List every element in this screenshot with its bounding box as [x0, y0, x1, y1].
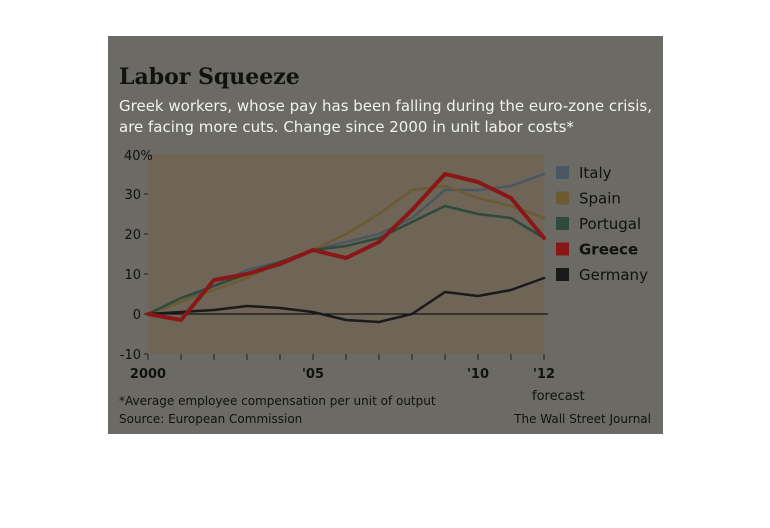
legend-label-greece: Greece — [579, 241, 638, 259]
legend-swatch-greece — [556, 242, 569, 256]
source-note: Source: European Commission — [119, 412, 302, 426]
x-axis: 2000 '05 '10 '12 — [130, 354, 555, 382]
series-line-greece — [146, 172, 546, 322]
y-tick-label: 20 — [124, 228, 141, 243]
chart-subtitle-line-2: are facing more cuts. Change since 2000 … — [119, 118, 574, 136]
series-lines — [146, 172, 546, 324]
chart-title: Labor Squeeze — [119, 64, 300, 90]
chart-card: Labor Squeeze Greek workers, whose pay h… — [108, 36, 663, 434]
x-tick-label: 2000 — [130, 367, 166, 382]
y-tick-label: 0 — [133, 308, 141, 323]
legend-label-germany: Germany — [579, 266, 648, 284]
credit-note: The Wall Street Journal — [513, 412, 651, 426]
legend-swatch-portugal — [556, 217, 569, 230]
legend-swatch-italy — [556, 166, 569, 179]
y-axis: -10 0 10 20 30 — [120, 188, 148, 363]
legend-label-spain: Spain — [579, 190, 621, 208]
chart: Labor Squeeze Greek workers, whose pay h… — [119, 64, 652, 426]
legend-swatch-spain — [556, 191, 569, 205]
x-forecast-label: forecast — [532, 389, 585, 404]
series-line-portugal — [146, 204, 546, 316]
series-line-spain — [146, 184, 546, 316]
x-tick-label: '12 — [533, 367, 555, 382]
y-tick-label: 30 — [124, 188, 141, 203]
legend: Italy Spain Portugal Greece Germany — [556, 164, 648, 284]
legend-label-italy: Italy — [579, 164, 612, 182]
series-line-germany — [146, 276, 546, 324]
y-tick-label: -10 — [120, 348, 141, 363]
legend-label-portugal: Portugal — [579, 215, 641, 233]
y-tick-label: 10 — [124, 268, 141, 283]
legend-swatch-germany — [556, 268, 569, 281]
chart-subtitle-line-1: Greek workers, whose pay has been fallin… — [119, 97, 652, 115]
x-tick-label: '10 — [467, 367, 489, 382]
footnote: *Average employee compensation per unit … — [119, 394, 436, 408]
y-unit-label: 40% — [124, 149, 153, 164]
x-tick-label: '05 — [302, 367, 324, 382]
